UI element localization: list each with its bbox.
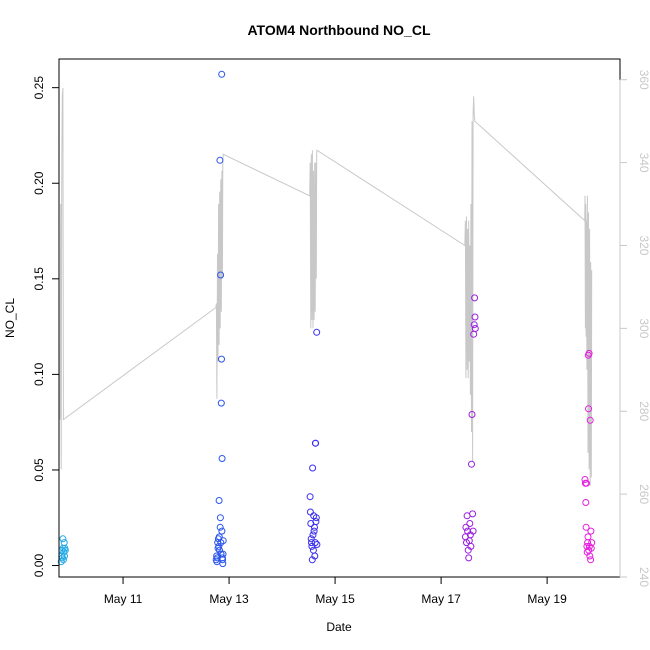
data-point bbox=[216, 156, 224, 164]
x-tick-label: May 11 bbox=[104, 592, 143, 606]
data-point bbox=[467, 542, 475, 550]
data-point bbox=[309, 531, 317, 539]
data-point bbox=[468, 460, 475, 468]
data-point bbox=[587, 556, 595, 564]
data-point bbox=[309, 464, 317, 472]
chart-title: ATOM4 Northbound NO_CL bbox=[247, 22, 430, 38]
y-tick-label: 0.15 bbox=[32, 267, 46, 291]
data-point bbox=[588, 539, 596, 547]
data-point bbox=[310, 527, 318, 535]
data-point bbox=[312, 518, 320, 526]
data-point bbox=[466, 520, 474, 527]
scatter-points-layer bbox=[57, 70, 596, 568]
y2-tick-label: 240 bbox=[637, 567, 650, 587]
data-point bbox=[217, 271, 225, 279]
y-axis-label: NO_CL bbox=[3, 298, 17, 338]
data-point bbox=[218, 355, 225, 363]
data-point bbox=[215, 497, 223, 504]
y2-tick-label: 360 bbox=[637, 70, 650, 90]
data-point bbox=[216, 523, 224, 531]
data-point bbox=[582, 499, 590, 506]
data-point bbox=[311, 539, 319, 547]
data-point bbox=[471, 313, 479, 321]
data-point bbox=[59, 556, 67, 564]
data-point bbox=[306, 508, 314, 516]
y-tick-label: 0.00 bbox=[32, 554, 46, 578]
data-point bbox=[215, 542, 223, 550]
y2-tick-label: 300 bbox=[637, 318, 650, 338]
x-axis: May 11 May 13 May 15 May 17 May 19 bbox=[104, 576, 567, 606]
y-tick-label: 0.05 bbox=[32, 458, 46, 482]
data-point bbox=[585, 349, 593, 357]
data-point bbox=[587, 527, 595, 535]
data-point bbox=[312, 514, 320, 522]
y-tick-label: 0.25 bbox=[32, 76, 46, 100]
data-point bbox=[471, 325, 479, 332]
data-point bbox=[311, 523, 318, 531]
data-point bbox=[469, 527, 477, 535]
data-point bbox=[216, 514, 224, 522]
data-point bbox=[59, 535, 67, 543]
y-axis-right: 240 260 280 300 320 340 360 bbox=[619, 70, 650, 587]
y-tick-label: 0.20 bbox=[32, 171, 46, 195]
x-axis-label: Date bbox=[326, 620, 352, 634]
data-point bbox=[313, 541, 321, 548]
x-tick-label: May 15 bbox=[315, 592, 355, 606]
y2-tick-label: 280 bbox=[637, 401, 650, 421]
data-point bbox=[60, 548, 68, 556]
data-point bbox=[468, 411, 476, 418]
data-point bbox=[586, 552, 594, 560]
data-point bbox=[471, 294, 479, 302]
data-point bbox=[582, 523, 590, 531]
plot-frame bbox=[58, 58, 621, 578]
y-tick-label: 0.10 bbox=[32, 362, 46, 386]
y2-tick-label: 260 bbox=[637, 484, 650, 504]
data-point bbox=[217, 399, 225, 407]
data-point bbox=[60, 539, 68, 547]
data-point bbox=[583, 479, 590, 487]
secondary-line-layer bbox=[59, 87, 593, 486]
data-point bbox=[218, 70, 226, 78]
data-point bbox=[219, 560, 227, 568]
data-point bbox=[219, 550, 227, 558]
data-point bbox=[216, 546, 223, 554]
y2-tick-label: 320 bbox=[637, 235, 650, 255]
data-point bbox=[61, 546, 69, 554]
data-point bbox=[218, 455, 226, 462]
data-point bbox=[218, 527, 226, 535]
data-point bbox=[586, 416, 594, 424]
data-point bbox=[219, 537, 227, 545]
data-point bbox=[307, 535, 315, 543]
data-point bbox=[462, 523, 470, 531]
x-tick-label: May 13 bbox=[209, 592, 249, 606]
data-point bbox=[469, 510, 477, 518]
data-point bbox=[581, 476, 589, 483]
y-axis-left: 0.00 0.05 0.10 0.15 0.20 0.25 bbox=[32, 76, 60, 578]
data-point bbox=[465, 554, 473, 562]
x-tick-label: May 17 bbox=[421, 592, 461, 606]
data-point bbox=[313, 328, 321, 336]
data-point bbox=[309, 546, 317, 554]
data-point bbox=[584, 533, 592, 541]
data-point bbox=[470, 321, 478, 329]
data-point bbox=[312, 439, 320, 447]
data-point bbox=[585, 542, 593, 550]
data-point bbox=[215, 533, 223, 541]
data-point bbox=[311, 552, 319, 560]
data-point bbox=[306, 493, 314, 501]
x-tick-label: May 19 bbox=[527, 592, 567, 606]
y2-tick-label: 340 bbox=[637, 153, 650, 173]
secondary-series-line bbox=[59, 87, 593, 486]
data-point bbox=[585, 405, 592, 413]
